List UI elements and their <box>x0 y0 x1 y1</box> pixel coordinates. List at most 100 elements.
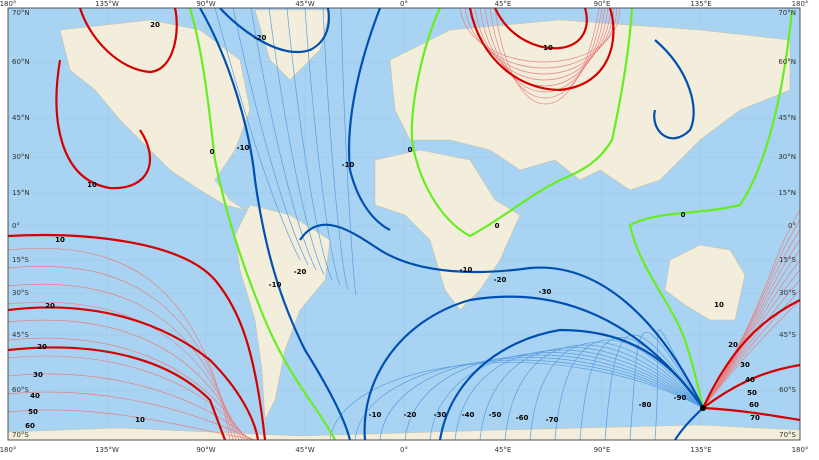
latitude-label: 30°N <box>778 153 796 161</box>
longitude-label: 0° <box>400 446 408 454</box>
latitude-label: 70°N <box>12 9 30 17</box>
minor-negative-line <box>304 7 341 286</box>
latitude-label: 45°S <box>12 331 29 339</box>
contour-label: -20 <box>494 276 507 284</box>
longitude-label: 135°W <box>95 0 119 8</box>
map-frame <box>7 7 801 441</box>
eurasia <box>389 19 791 191</box>
contour-label: -20 <box>404 411 417 419</box>
minor-isogonic-lines <box>7 7 801 441</box>
minor-positive-line <box>702 209 801 409</box>
contour-label: 50 <box>28 408 38 416</box>
minor-negative-line <box>232 7 309 266</box>
contour-labels: 20 10 10 20 -20 0 -10 10 -10 0 -10 0 -20… <box>25 21 760 430</box>
longitude-label: 90°W <box>196 0 215 8</box>
minor-negative-line <box>429 352 704 441</box>
contour-label: 70 <box>750 414 760 422</box>
zero-line <box>410 7 634 238</box>
longitude-label: 180° <box>792 0 809 8</box>
minor-positive-line <box>484 7 606 93</box>
contour-label: -80 <box>639 401 652 409</box>
longitude-label: 135°E <box>690 0 711 8</box>
latitude-labels: 70°N 70°N 60°N 60°N 45°N 45°N 30°N 30°N 15°N 15°N… <box>12 9 797 439</box>
contour-label: 10 <box>55 236 65 244</box>
latitude-label: 60°N <box>778 58 796 66</box>
zero-line <box>628 9 794 409</box>
negative-line <box>363 295 704 441</box>
minor-negative-line <box>629 332 704 441</box>
contour-label: 10 <box>135 416 145 424</box>
latitude-label: 60°S <box>779 386 796 394</box>
positive-line <box>702 363 801 409</box>
negative-line <box>674 407 704 441</box>
contour-label: 60 <box>749 401 759 409</box>
longitude-label: 0° <box>400 0 408 8</box>
negative-line <box>299 223 704 409</box>
zero-line <box>188 7 336 441</box>
positive-line <box>55 59 152 190</box>
minor-positive-line <box>702 289 801 409</box>
negative-line <box>219 7 330 53</box>
contour-label: 0 <box>210 148 215 156</box>
minor-positive-line <box>7 319 243 441</box>
contour-label: 20 <box>37 343 47 351</box>
contour-label: -10 <box>269 281 282 289</box>
positive-line <box>494 7 588 50</box>
contour-label: 20 <box>45 302 55 310</box>
positive-line <box>7 346 227 441</box>
contour-label: 10 <box>543 44 553 52</box>
latitude-label: 70°S <box>12 431 29 439</box>
contour-label: -70 <box>546 416 559 424</box>
positive-line <box>702 406 801 422</box>
contour-label: 20 <box>728 341 738 349</box>
contour-label: -20 <box>254 34 267 42</box>
latitude-label: 60°S <box>12 386 29 394</box>
contour-label: 0 <box>681 211 686 219</box>
africa <box>374 149 521 311</box>
minor-negative-line <box>322 7 349 291</box>
minor-positive-line <box>7 283 237 441</box>
contour-label: 50 <box>747 389 757 397</box>
minor-positive-line <box>7 409 258 441</box>
longitude-label: 45°W <box>295 0 314 8</box>
longitude-label: 180° <box>0 446 16 454</box>
minor-negative-line <box>504 344 704 441</box>
minor-negative-line <box>268 7 325 276</box>
contour-label: 40 <box>30 392 40 400</box>
positive-line <box>468 7 615 92</box>
contour-label: -40 <box>462 411 475 419</box>
positive-line <box>702 299 801 409</box>
contour-label: -10 <box>369 411 382 419</box>
latitude-label: 60°N <box>12 58 30 66</box>
minor-positive-line <box>7 373 252 441</box>
contour-label: -10 <box>460 266 473 274</box>
contour-label: 0 <box>408 146 413 154</box>
latitude-label: 30°S <box>12 289 29 297</box>
greenland <box>254 9 331 81</box>
minor-negative-line <box>554 339 704 441</box>
longitude-labels: 180° 180° 135°W 135°W 90°W 90°W 45°W 45°W 0° 0° 45… <box>0 0 808 454</box>
contour-label: -50 <box>489 411 502 419</box>
minor-positive-line <box>7 265 234 441</box>
longitude-label: 90°E <box>594 0 611 8</box>
latitude-label: 15°N <box>12 189 30 197</box>
contour-label: -30 <box>539 288 552 296</box>
contour-label: 30 <box>740 361 750 369</box>
negative-line <box>438 328 704 441</box>
contour-label: 20 <box>150 21 160 29</box>
minor-positive-line <box>479 7 609 87</box>
minor-negative-line <box>379 357 704 441</box>
positive-line <box>7 234 267 441</box>
latitude-label: 70°N <box>778 9 796 17</box>
latitude-label: 0° <box>788 222 796 230</box>
minor-positive-line <box>7 355 249 441</box>
contour-label: -60 <box>516 414 529 422</box>
contour-label: 60 <box>25 422 35 430</box>
longitude-label: 135°E <box>690 446 711 454</box>
minor-negative-line <box>604 334 704 441</box>
minor-positive-line <box>702 279 801 409</box>
latitude-label: 15°N <box>778 189 796 197</box>
minor-negative-line <box>354 359 704 441</box>
